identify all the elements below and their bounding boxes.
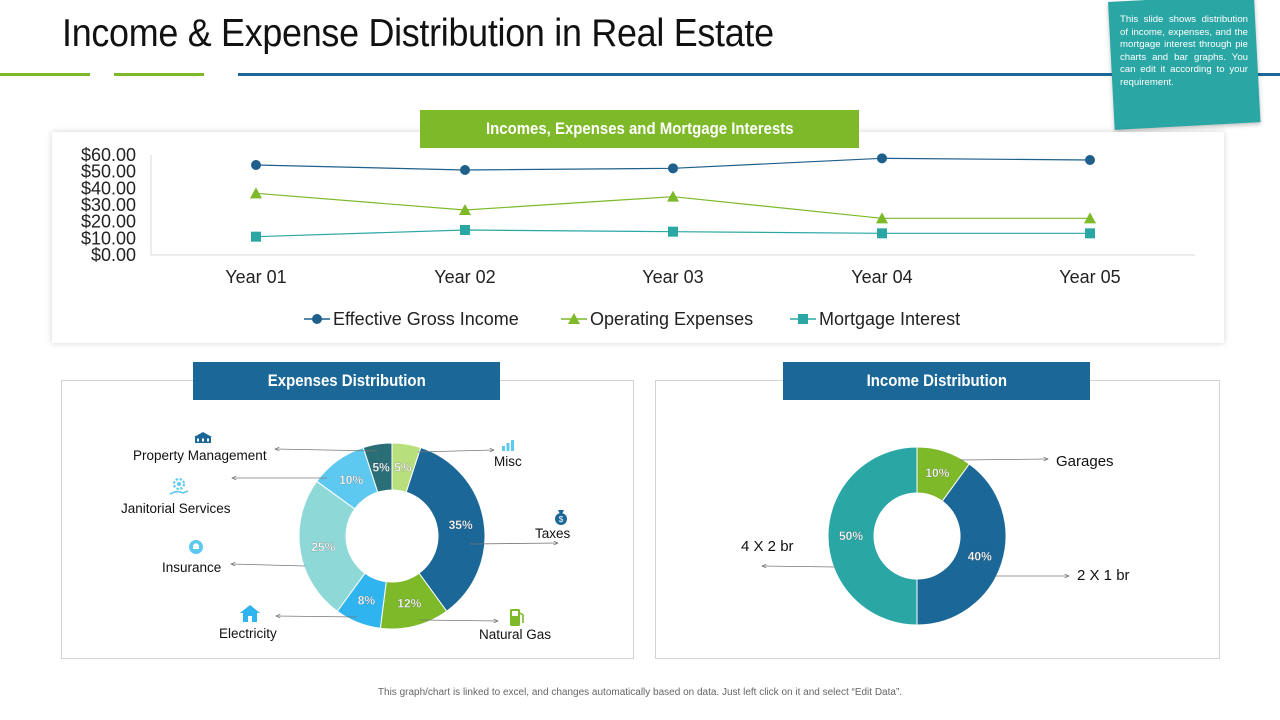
title-rule-green-1 <box>0 73 90 76</box>
data-point-mortgage-interest <box>1085 228 1095 239</box>
data-point-operating-expenses <box>667 190 679 202</box>
line-chart-title-banner: Incomes, Expenses and Mortgage Interests <box>420 110 859 148</box>
sticky-note-text: This slide shows distribution of income,… <box>1120 14 1248 88</box>
income-panel <box>655 380 1220 659</box>
label-electricity: Electricity <box>219 626 277 641</box>
y-tick-label: $20.00 <box>81 212 136 232</box>
label-insurance: Insurance <box>162 560 222 575</box>
x-tick-label: Year 04 <box>851 267 912 287</box>
expenses-title-banner: Expenses Distribution <box>193 362 500 400</box>
legend-marker <box>568 313 580 324</box>
line-chart: $0.00$10.00$20.00$30.00$40.00$50.00$60.0… <box>81 145 1195 329</box>
label-2x1br: 2 X 1 br <box>1077 567 1130 584</box>
legend-label: Effective Gross Income <box>333 309 519 329</box>
y-tick-label: $30.00 <box>81 195 136 215</box>
legend-item-effective-gross-income: Effective Gross Income <box>304 309 519 329</box>
income-title-banner: Income Distribution <box>783 362 1090 400</box>
data-point-operating-expenses <box>459 204 471 215</box>
title-rule-green-2 <box>114 73 204 76</box>
data-point-mortgage-interest <box>251 231 261 242</box>
data-point-operating-expenses <box>876 212 888 224</box>
data-point-effective-gross-income <box>877 153 887 164</box>
label-taxes: Taxes <box>535 526 571 541</box>
series-mortgage-interest <box>251 225 1095 242</box>
data-point-effective-gross-income <box>460 165 470 175</box>
legend-label: Mortgage Interest <box>819 309 960 329</box>
x-tick-label: Year 05 <box>1059 267 1120 287</box>
y-tick-label: $50.00 <box>81 162 136 182</box>
line-chart-title: Incomes, Expenses and Mortgage Interests <box>485 119 794 138</box>
label-misc: Misc <box>494 454 522 469</box>
data-point-effective-gross-income <box>668 163 678 174</box>
title-rule-blue <box>238 73 1280 76</box>
data-point-mortgage-interest <box>460 225 470 235</box>
legend-label: Operating Expenses <box>590 309 753 329</box>
expenses-panel <box>61 380 634 659</box>
x-tick-label: Year 01 <box>225 267 286 287</box>
data-point-effective-gross-income <box>1085 155 1095 165</box>
y-tick-label: $60.00 <box>81 145 136 165</box>
series-operating-expenses <box>250 187 1096 224</box>
label-4x2br: 4 X 2 br <box>741 538 794 555</box>
label-property-management: Property Management <box>133 448 267 463</box>
legend-item-mortgage-interest: Mortgage Interest <box>790 309 960 329</box>
data-point-operating-expenses <box>250 187 262 199</box>
data-point-effective-gross-income <box>251 160 261 170</box>
y-tick-label: $0.00 <box>91 245 136 265</box>
x-tick-label: Year 03 <box>642 267 703 287</box>
label-natural-gas: Natural Gas <box>479 627 552 642</box>
label-janitorial-services: Janitorial Services <box>121 501 231 516</box>
page-title: Income & Expense Distribution in Real Es… <box>62 12 774 55</box>
data-point-operating-expenses <box>1084 212 1096 224</box>
y-tick-label: $10.00 <box>81 228 136 248</box>
x-tick-label: Year 02 <box>434 267 495 287</box>
y-tick-label: $40.00 <box>81 178 136 198</box>
line-chart-panel <box>52 132 1224 343</box>
series-effective-gross-income <box>251 153 1095 175</box>
data-point-mortgage-interest <box>668 226 678 237</box>
label-garages: Garages <box>1056 453 1114 470</box>
legend-item-operating-expenses: Operating Expenses <box>561 309 753 329</box>
expenses-title: Expenses Distribution <box>267 371 426 390</box>
footnote: This graph/chart is linked to excel, and… <box>377 687 903 698</box>
legend-marker <box>798 314 808 324</box>
data-point-mortgage-interest <box>877 228 887 239</box>
legend-marker <box>312 314 322 324</box>
income-title: Income Distribution <box>866 371 1007 390</box>
